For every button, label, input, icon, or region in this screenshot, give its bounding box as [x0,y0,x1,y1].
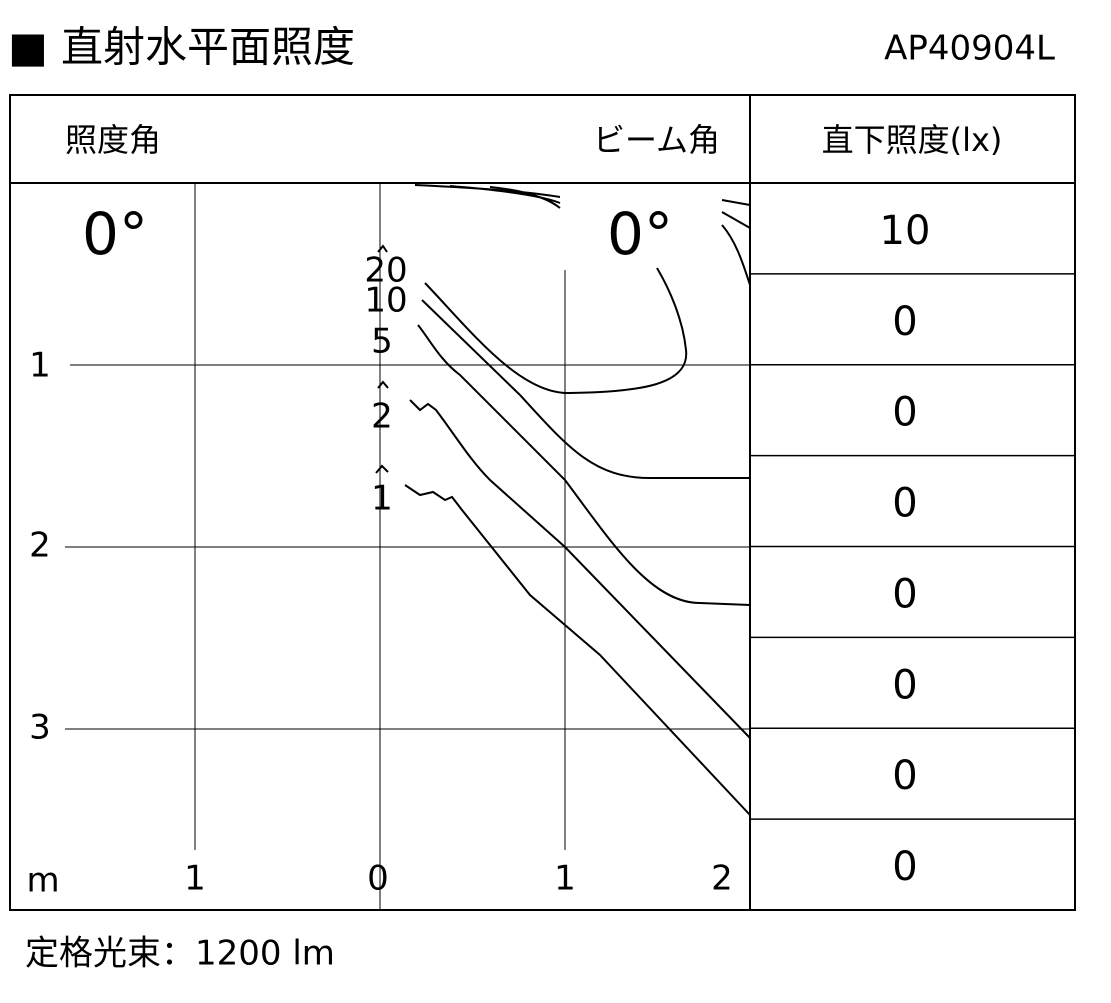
beam-label: ビーム角 [593,121,720,159]
contours [375,184,751,816]
illuminance-angle: 0° [82,200,148,268]
contour-line [417,324,751,606]
contour-label: 2 [371,397,393,437]
contour-line [414,184,561,209]
value-cell: 0 [892,662,917,708]
contour-tick [375,244,389,474]
value-header: 直下照度(lx) [822,121,1003,159]
title: ■ 直射水平面照度 [8,23,355,72]
contour-line [721,199,751,286]
value-cell: 0 [892,481,917,527]
contour-label: 10 [364,281,407,321]
x-tick-label: 1 [184,859,206,899]
contour-line [404,484,751,816]
angle-label: 照度角 [65,121,161,159]
value-cell: 0 [892,390,917,436]
contour-line [421,299,750,479]
x-tick-label: 2 [711,859,733,899]
footer: 定格光束：1200 lm [25,934,335,974]
x-tick-label: 0 [367,859,389,899]
contour-line [424,267,688,395]
x-tick-label: 1 [554,859,576,899]
y-tick-label: 1 [29,346,51,386]
unit-label: m [26,861,59,901]
value-column: 10 0 0 0 0 0 0 0 [750,208,1075,890]
value-cell: 0 [892,571,917,617]
value-cell: 10 [880,208,931,254]
y-tick-label: 2 [29,526,51,566]
frame [9,94,1076,911]
contour-label: 5 [371,322,393,362]
value-cell: 0 [892,844,917,890]
contour-label: 20 [364,251,407,291]
value-cell: 0 [892,299,917,345]
model: AP40904L [884,29,1055,69]
beam-angle: 0° [607,200,673,268]
y-tick-label: 3 [29,708,51,748]
contour-line [409,399,751,739]
value-cell: 0 [892,753,917,799]
contour-label: 1 [371,479,393,519]
grid [65,183,750,910]
